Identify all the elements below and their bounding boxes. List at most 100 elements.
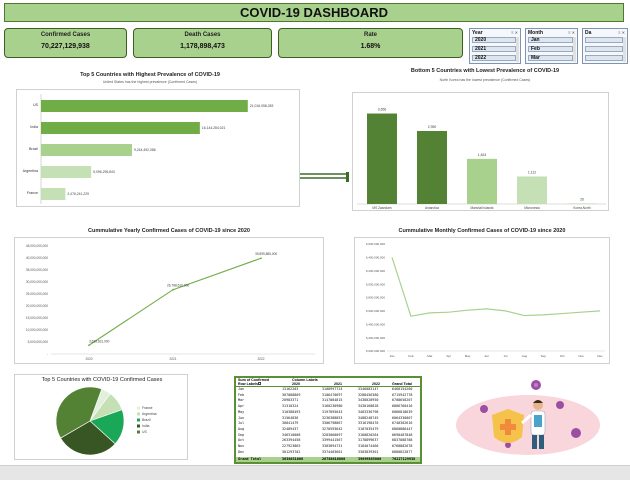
kpi-rate-label: Rate (363, 32, 377, 38)
slicer-day[interactable]: Da ≡ ✕ (582, 28, 628, 64)
pivot-table-header: Sum of Confirmed Column Labels Row Label… (236, 378, 420, 387)
table-row: Oct 263394458 3399441567 3178899637 68378887… (236, 438, 420, 443)
slicer-day-item[interactable] (585, 46, 623, 52)
slicer-year-title: Year (472, 30, 483, 36)
table-cell: 31310324 (282, 404, 299, 409)
table-cell: 3160820264 (358, 432, 379, 437)
slicer-month-scrollbar[interactable] (573, 37, 576, 62)
table-row: Jul 30841479 3306798867 3316198470 674030261… (236, 421, 420, 426)
pivot-table[interactable]: Sum of Confirmed Column Labels Row Label… (234, 376, 422, 464)
kpi-confirmed-label: Confirmed Cases (40, 32, 91, 38)
table-cell: 6690487848 (392, 432, 413, 437)
table-cell: 227923865 (282, 444, 301, 448)
data-point (172, 288, 174, 291)
slicer-year[interactable]: Year ≡ ✕ 2020 2021 2022 (469, 28, 521, 64)
y-tick-label: 40,000,000,000 (26, 256, 48, 260)
doctor-figure (521, 400, 546, 449)
dashboard-title-bar: COVID-19 DASHBOARD (4, 3, 624, 22)
slicer-month-item[interactable]: Feb (528, 46, 573, 52)
slicer-day-item[interactable] (585, 37, 623, 43)
y-tick-label: 5,200,000,000 (366, 336, 386, 340)
table-cell: 3108997724 (322, 387, 343, 391)
table-cell: 3483336798 (358, 409, 379, 414)
slicer-day-scrollbar[interactable] (623, 37, 626, 62)
y-tick-label: 15,000,000,000 (26, 316, 48, 320)
series-line (391, 257, 601, 317)
clear-filter-icon[interactable]: ≡ ✕ (618, 30, 625, 35)
table-row-label: Apr (238, 404, 245, 409)
data-label: 2,950 (428, 125, 437, 129)
clear-filter-icon[interactable]: ≡ ✕ (568, 30, 575, 35)
x-tick-label: Jul (504, 354, 508, 358)
clear-filter-icon[interactable]: ≡ ✕ (511, 30, 518, 35)
table-cell: 3147084815 (322, 398, 343, 403)
pivot-column-field: Column Labels (292, 378, 318, 382)
table-cell: 6740302616 (392, 421, 413, 426)
data-label: 26 (580, 197, 584, 201)
slicer-year-item[interactable]: 2022 (472, 55, 516, 61)
kpi-death-label: Death Cases (184, 32, 221, 38)
data-label: 1,824 (478, 153, 487, 157)
table-cell: 6866760416 (392, 404, 413, 409)
x-tick-label: 2020 (85, 357, 92, 361)
chart-pie-panel[interactable]: Top 5 Countries with COVID-19 Confirmed … (14, 374, 188, 460)
table-cell: 3306798867 (322, 421, 343, 426)
slicer-month[interactable]: Month ≡ ✕ Jan Feb Mar (525, 28, 578, 64)
bar (41, 100, 248, 112)
table-cell: 32489437 (282, 426, 299, 431)
slicer-month-title: Month (528, 30, 543, 36)
chart-bottom5-panel[interactable]: 3,656 MS Zaandam 2,950 Antarctica 1,824 Marsh… (352, 92, 609, 211)
pie-slice (60, 420, 116, 456)
y-tick-label: 5,800,000,000 (366, 296, 386, 300)
kpi-death-value: 1,178,898,473 (180, 43, 225, 50)
chart-top5-title: Top 5 Countries with Highest Prevalence … (80, 72, 220, 78)
chart-monthly-panel[interactable]: 5,000,000,000 5,200,000,000 5,400,000,000 5… (354, 237, 610, 364)
pivot-total-cell: 39899885000 (358, 457, 382, 461)
slicer-year-item[interactable]: 2020 (472, 37, 516, 43)
table-cell: 3303839301 (358, 449, 379, 454)
chart-top5-panel[interactable]: US 21,016,058,053 India 16,144,284,021 Brazi… (16, 89, 300, 207)
slicer-day-item[interactable] (585, 55, 623, 61)
legend-label: India (142, 424, 149, 428)
doctor-shield-illustration (456, 380, 600, 455)
dashboard-sheet: COVID-19 DASHBOARD Confirmed Cases 70,22… (0, 0, 630, 465)
legend-label: US (142, 430, 147, 434)
category-label: Brazil (29, 147, 38, 151)
x-tick-label: Dec (597, 354, 603, 358)
table-row: Jan 13162203 3108997724 3346083147 646815426… (236, 387, 420, 392)
slicer-year-scrollbar[interactable] (516, 37, 519, 62)
table-cell: 3430160828 (358, 404, 379, 409)
x-tick-label: 2022 (257, 357, 264, 361)
legend-swatch (137, 406, 140, 410)
data-label: 21,016,058,053 (250, 104, 274, 108)
series-line (88, 257, 262, 346)
bar (517, 176, 547, 204)
chart-yearly-panel[interactable]: - 5,000,000,000 10,000,000,000 15,000,000,0… (14, 237, 324, 364)
x-tick-label: May (465, 354, 471, 358)
table-cell: 6064330007 (392, 415, 413, 420)
virus-icon (571, 428, 581, 438)
x-tick-label: 2021 (169, 357, 176, 361)
legend-label: Argentina (142, 412, 157, 416)
y-tick-label: 5,400,000,000 (366, 322, 386, 326)
pivot-row-field: Row Labels (238, 382, 258, 386)
y-tick-label: 20,000,000,000 (26, 304, 48, 308)
y-tick-label: 35,000,000,000 (26, 268, 48, 272)
table-row-label: Feb (238, 392, 245, 397)
pivot-col-header: Grand Total (392, 382, 412, 386)
slicer-month-item[interactable]: Jan (528, 37, 573, 43)
table-cell: 310388493 (282, 409, 301, 414)
y-tick-label: - (47, 352, 48, 356)
table-cell: 31564836 (282, 415, 299, 420)
bar (567, 203, 597, 204)
table-cell: 6708658207 (392, 398, 413, 403)
table-cell: 30841479 (282, 421, 299, 426)
table-row-label: Jul (238, 421, 245, 426)
slicer-month-item[interactable]: Mar (528, 55, 573, 61)
bar (41, 144, 132, 156)
bar (41, 122, 200, 134)
chart-bottom5-subtitle: North Korea has the lowest prevalence (C… (439, 78, 531, 82)
table-cell: 3178899637 (358, 438, 379, 443)
filter-dropdown-icon[interactable] (258, 382, 261, 385)
slicer-year-item[interactable]: 2021 (472, 46, 516, 52)
